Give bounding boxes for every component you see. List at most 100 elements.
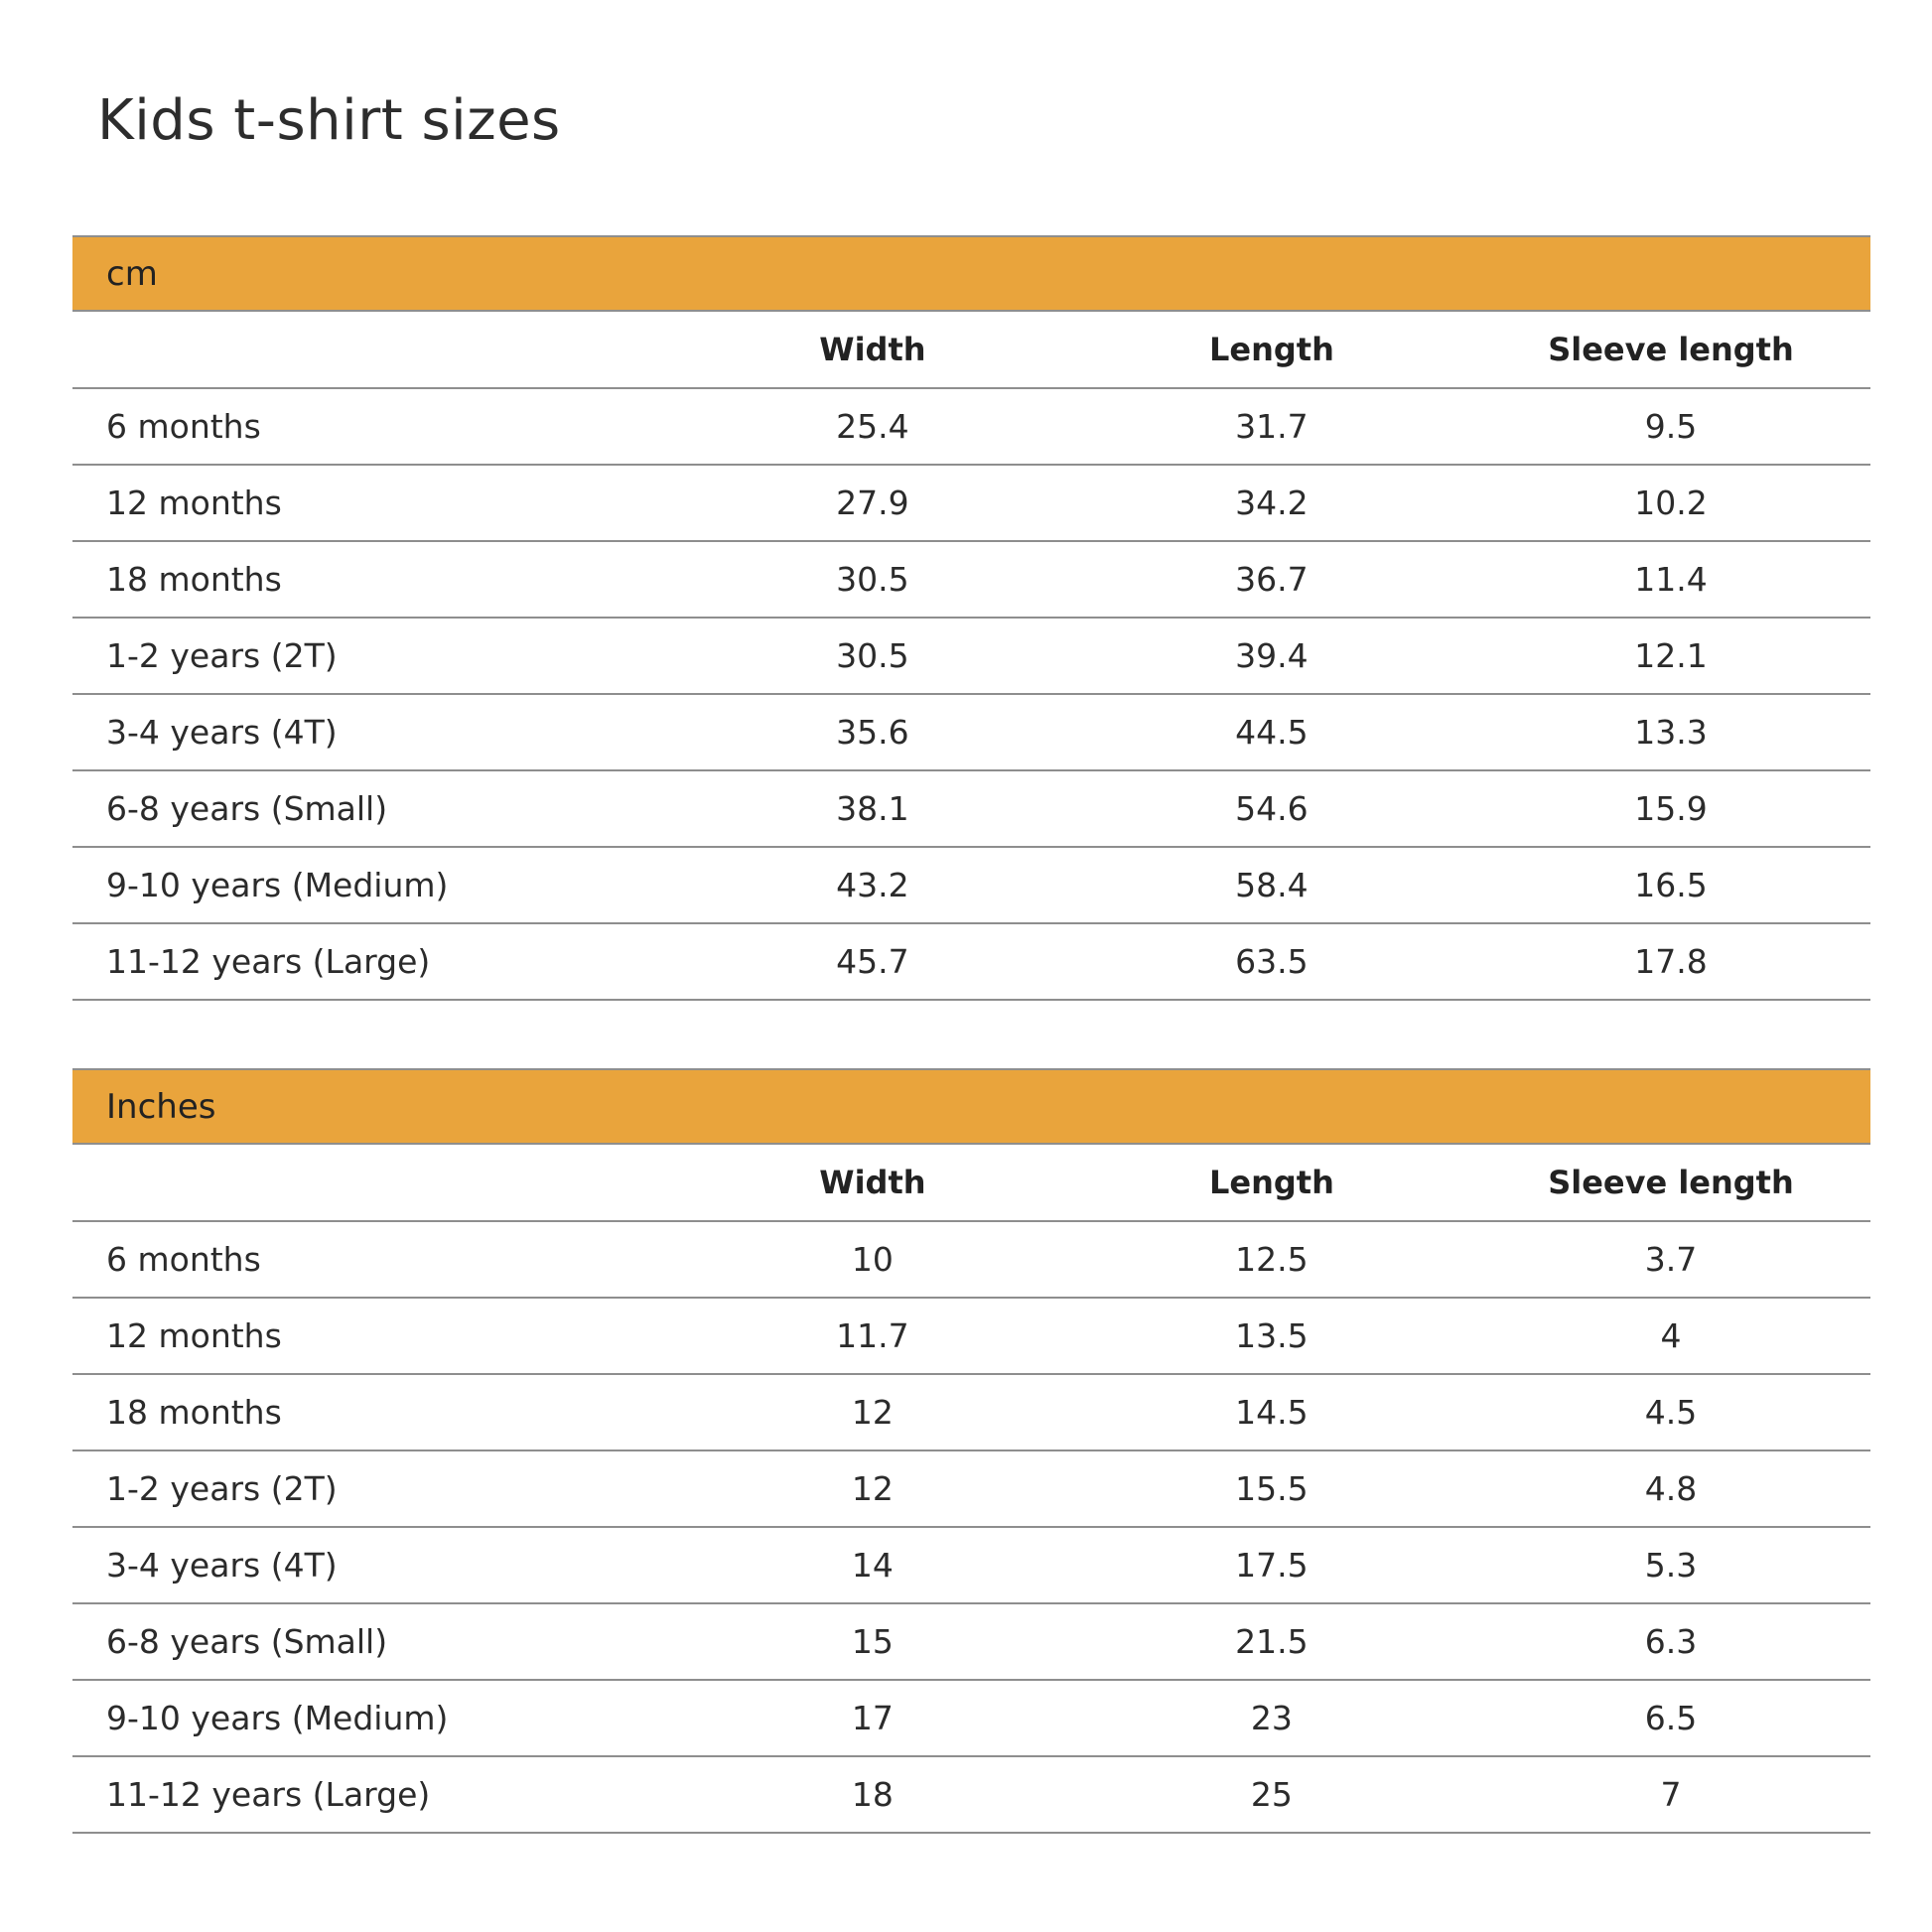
row-label: 6-8 years (Small) [106, 1622, 388, 1662]
table-row: 6 months 25.4 31.7 9.5 [72, 388, 1870, 466]
table-row: 6 months 10 12.5 3.7 [72, 1221, 1870, 1299]
row-label: 1-2 years (2T) [106, 636, 338, 676]
cell-value: 30.5 [836, 560, 909, 600]
size-table-inches: Inches Width Length Sleeve length 6 mont… [72, 1068, 1870, 1834]
table-row: 3-4 years (4T) 14 17.5 5.3 [72, 1527, 1870, 1604]
cell-value: 6.3 [1644, 1622, 1698, 1662]
column-header-width: Width [819, 331, 926, 369]
column-header-row: Width Length Sleeve length [72, 312, 1870, 389]
table-row: 6-8 years (Small) 15 21.5 6.3 [72, 1603, 1870, 1681]
cell-value: 15 [851, 1622, 894, 1662]
cell-value: 38.1 [836, 789, 909, 829]
table-row: 3-4 years (4T) 35.6 44.5 13.3 [72, 694, 1870, 771]
page-title: Kids t-shirt sizes [97, 88, 561, 153]
cell-value: 5.3 [1644, 1546, 1698, 1586]
cell-value: 7 [1660, 1775, 1682, 1815]
cell-value: 3.7 [1644, 1240, 1698, 1280]
table-row: 11-12 years (Large) 45.7 63.5 17.8 [72, 923, 1870, 1001]
table-row: 9-10 years (Medium) 17 23 6.5 [72, 1680, 1870, 1757]
row-label: 11-12 years (Large) [106, 1775, 431, 1815]
cell-value: 9.5 [1644, 407, 1698, 447]
column-header-row: Width Length Sleeve length [72, 1145, 1870, 1222]
row-label: 6 months [106, 1240, 261, 1280]
column-header-length: Length [1208, 331, 1334, 369]
table-row: 12 months 11.7 13.5 4 [72, 1298, 1870, 1375]
cell-value: 54.6 [1235, 789, 1309, 829]
cell-value: 27.9 [836, 483, 909, 523]
column-header-length: Length [1208, 1164, 1334, 1202]
cell-value: 12.1 [1634, 636, 1708, 676]
cell-value: 16.5 [1634, 866, 1708, 905]
row-label: 3-4 years (4T) [106, 1546, 338, 1586]
column-header-width: Width [819, 1164, 926, 1202]
cell-value: 25 [1250, 1775, 1293, 1815]
table-row: 6-8 years (Small) 38.1 54.6 15.9 [72, 770, 1870, 848]
cell-value: 58.4 [1235, 866, 1309, 905]
row-label: 12 months [106, 1316, 282, 1356]
cell-value: 15.5 [1235, 1469, 1309, 1509]
cell-value: 36.7 [1235, 560, 1309, 600]
table-row: 11-12 years (Large) 18 25 7 [72, 1756, 1870, 1834]
table-row: 12 months 27.9 34.2 10.2 [72, 465, 1870, 542]
cell-value: 10.2 [1634, 483, 1708, 523]
unit-label-cm: cm [106, 253, 158, 294]
cell-value: 14.5 [1235, 1393, 1309, 1433]
cell-value: 15.9 [1634, 789, 1708, 829]
cell-value: 30.5 [836, 636, 909, 676]
cell-value: 10 [851, 1240, 894, 1280]
cell-value: 39.4 [1235, 636, 1309, 676]
cell-value: 17 [851, 1699, 894, 1738]
cell-value: 12 [851, 1469, 894, 1509]
table-row: 1-2 years (2T) 30.5 39.4 12.1 [72, 618, 1870, 695]
unit-label-inches: Inches [106, 1086, 216, 1127]
column-header-empty [72, 312, 673, 388]
row-label: 9-10 years (Medium) [106, 1699, 449, 1738]
row-label: 9-10 years (Medium) [106, 866, 449, 905]
row-label: 18 months [106, 1393, 282, 1433]
cell-value: 17.8 [1634, 942, 1708, 982]
cell-value: 45.7 [836, 942, 909, 982]
row-label: 18 months [106, 560, 282, 600]
cell-value: 25.4 [836, 407, 909, 447]
cell-value: 4.5 [1644, 1393, 1698, 1433]
cell-value: 17.5 [1235, 1546, 1309, 1586]
row-label: 6-8 years (Small) [106, 789, 388, 829]
row-label: 6 months [106, 407, 261, 447]
cell-value: 44.5 [1235, 713, 1309, 753]
cell-value: 14 [851, 1546, 894, 1586]
column-header-sleeve-length: Sleeve length [1548, 331, 1794, 369]
column-header-sleeve-length: Sleeve length [1548, 1164, 1794, 1202]
row-label: 3-4 years (4T) [106, 713, 338, 753]
cell-value: 35.6 [836, 713, 909, 753]
table-section-header-cm: cm [72, 235, 1870, 313]
table-row: 9-10 years (Medium) 43.2 58.4 16.5 [72, 847, 1870, 924]
cell-value: 63.5 [1235, 942, 1309, 982]
table-row: 1-2 years (2T) 12 15.5 4.8 [72, 1450, 1870, 1528]
cell-value: 13.3 [1634, 713, 1708, 753]
cell-value: 12 [851, 1393, 894, 1433]
row-label: 12 months [106, 483, 282, 523]
row-label: 11-12 years (Large) [106, 942, 431, 982]
cell-value: 34.2 [1235, 483, 1309, 523]
cell-value: 12.5 [1235, 1240, 1309, 1280]
column-header-empty [72, 1145, 673, 1221]
cm-table: Width Length Sleeve length 6 months 25.4 3… [72, 312, 1870, 1001]
cell-value: 21.5 [1235, 1622, 1309, 1662]
cell-value: 13.5 [1235, 1316, 1309, 1356]
cell-value: 11.4 [1634, 560, 1708, 600]
cell-value: 23 [1250, 1699, 1293, 1738]
inches-table: Width Length Sleeve length 6 months 10 12.… [72, 1145, 1870, 1834]
cell-value: 11.7 [836, 1316, 909, 1356]
table-row: 18 months 12 14.5 4.5 [72, 1374, 1870, 1451]
cell-value: 4 [1660, 1316, 1682, 1356]
row-label: 1-2 years (2T) [106, 1469, 338, 1509]
cell-value: 31.7 [1235, 407, 1309, 447]
size-table-cm: cm Width Length Sleeve length 6 months 25… [72, 235, 1870, 1001]
cell-value: 6.5 [1644, 1699, 1698, 1738]
cell-value: 43.2 [836, 866, 909, 905]
table-row: 18 months 30.5 36.7 11.4 [72, 541, 1870, 619]
cell-value: 4.8 [1644, 1469, 1698, 1509]
page: Kids t-shirt sizes cm Width Length Sleev… [72, 0, 1870, 1834]
table-section-header-inches: Inches [72, 1068, 1870, 1146]
cell-value: 18 [851, 1775, 894, 1815]
